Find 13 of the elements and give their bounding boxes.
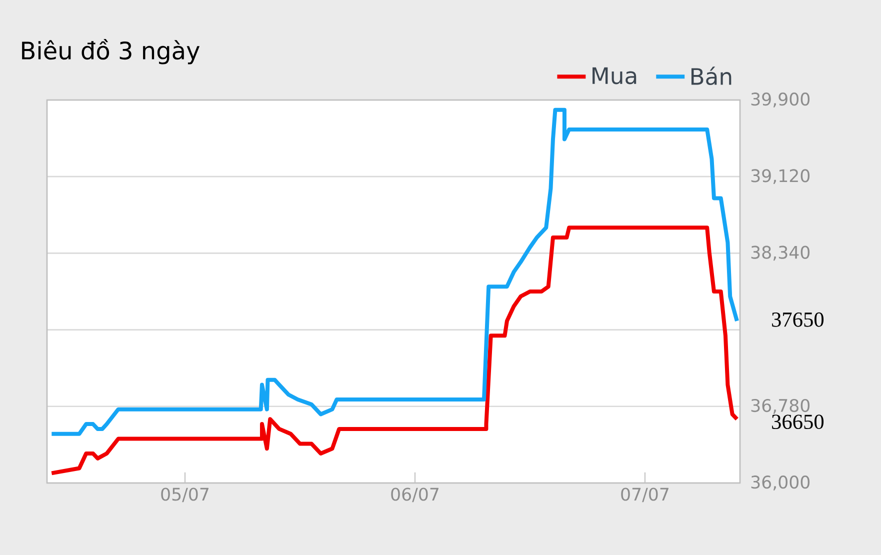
x-tick-label: 06/07: [391, 488, 438, 502]
y-tick-label: 36,780: [751, 398, 810, 414]
y-tick-label: 38,340: [751, 246, 810, 261]
x-tick-label: 07/07: [621, 488, 668, 502]
annotation: 37650: [772, 312, 824, 327]
y-tick-label: 39,900: [751, 92, 810, 108]
chart-title: Biêu đồ 3 ngày: [22, 39, 200, 64]
legend-label: Bán: [691, 66, 732, 86]
y-tick-label: 39,120: [751, 169, 810, 184]
x-tick-label: 05/07: [161, 488, 208, 502]
legend-label: Mua: [592, 67, 636, 84]
annotation: 36650: [772, 414, 824, 430]
y-tick-label: 36,000: [751, 476, 810, 490]
